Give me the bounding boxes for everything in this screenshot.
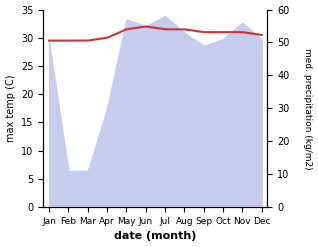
Y-axis label: max temp (C): max temp (C) (5, 75, 16, 142)
X-axis label: date (month): date (month) (114, 231, 197, 242)
Y-axis label: med. precipitation (kg/m2): med. precipitation (kg/m2) (303, 48, 313, 169)
